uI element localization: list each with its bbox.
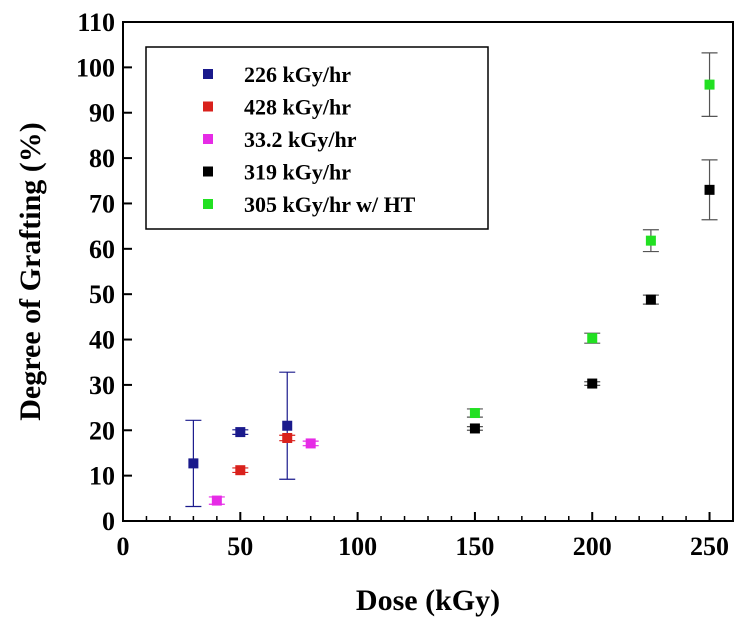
axis-ticks-layer: 0 50 100 150 200 250 0 10 20 30 40 50 60 70 80 90 100 110: [76, 8, 734, 561]
legend-marker: [203, 166, 213, 177]
y-axis-title: Degree of Grafting (%): [14, 122, 47, 421]
y-tick-label: 20: [89, 416, 115, 445]
data-points-layer: [188, 79, 715, 506]
y-tick-label: 50: [89, 280, 115, 309]
y-tick-label: 110: [77, 8, 115, 37]
y-tick-label: 80: [89, 144, 115, 173]
legend-marker: [203, 134, 213, 144]
x-tick-label: 200: [573, 532, 612, 561]
legend-marker: [203, 101, 213, 112]
data-point: [587, 378, 598, 389]
y-tick-label: 40: [89, 326, 115, 355]
x-axis-title: Dose (kGy): [356, 584, 500, 617]
y-tick-label: 90: [89, 99, 115, 128]
y-tick-label: 100: [76, 53, 115, 82]
x-tick-label: 250: [690, 532, 729, 561]
data-point: [645, 235, 656, 246]
y-tick-label: 60: [89, 235, 115, 264]
legend-label: 33.2 kGy/hr: [244, 127, 357, 152]
y-tick-label: 10: [89, 462, 115, 491]
data-point: [469, 408, 480, 419]
data-point: [211, 495, 222, 506]
y-tick-label: 30: [89, 371, 115, 400]
data-point: [469, 423, 480, 434]
data-point: [587, 333, 598, 344]
y-tick-label: 70: [89, 189, 115, 218]
legend: 226 kGy/hr 428 kGy/hr 33.2 kGy/hr 319 kGy/h…: [145, 46, 489, 230]
data-point: [235, 427, 246, 438]
x-tick-label: 100: [338, 532, 377, 561]
data-point: [645, 294, 656, 305]
data-point: [704, 184, 715, 195]
y-tick-label: 0: [102, 507, 115, 536]
data-point: [235, 465, 246, 476]
data-point: [188, 458, 199, 469]
legend-label: 428 kGy/hr: [244, 95, 351, 120]
legend-marker: [203, 199, 213, 209]
data-point: [704, 79, 715, 90]
legend-marker: [203, 69, 213, 79]
x-tick-label: 50: [227, 532, 253, 561]
data-point: [282, 420, 293, 431]
x-tick-label: 150: [455, 532, 494, 561]
data-point: [305, 438, 316, 449]
x-tick-label: 0: [117, 532, 130, 561]
legend-label: 319 kGy/hr: [244, 160, 351, 185]
legend-label: 226 kGy/hr: [244, 62, 351, 87]
legend-label: 305 kGy/hr w/ HT: [244, 192, 416, 217]
data-point: [282, 432, 293, 443]
